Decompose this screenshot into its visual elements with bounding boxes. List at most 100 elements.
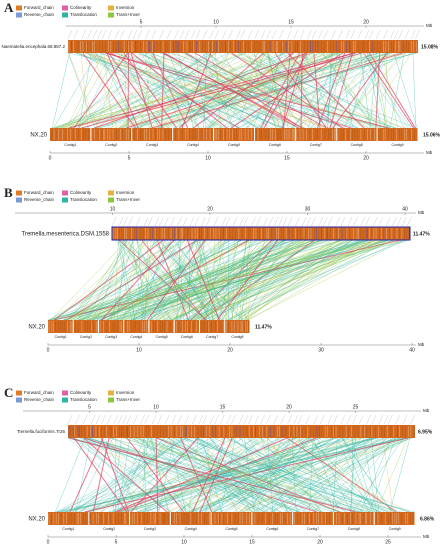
synteny-link: [62, 437, 407, 513]
marker-tick: [75, 414, 80, 425]
synteny-link: [119, 437, 150, 513]
marker-tick: [92, 29, 98, 40]
synteny-link: [129, 437, 368, 513]
axis-unit: Mb: [426, 150, 433, 155]
synteny-link: [260, 437, 322, 513]
synteny-link: [186, 239, 220, 321]
synteny-link: [190, 437, 234, 513]
marker-tick: [170, 216, 175, 227]
synteny-link: [66, 52, 307, 129]
synteny-link: [178, 52, 194, 129]
synteny-link: [81, 437, 154, 513]
marker-tick: [305, 414, 310, 425]
legend-label: Colinearity: [70, 190, 92, 195]
marker-tick: [318, 29, 323, 40]
marker-tick: [345, 29, 350, 40]
synteny-link: [314, 52, 388, 129]
marker-tick: [201, 216, 206, 227]
genome-name: Tremella.mesenterica.DSM.1558: [22, 232, 110, 238]
synteny-link: [325, 52, 338, 129]
marker-tick: [365, 216, 370, 227]
synteny-link: [69, 52, 356, 129]
marker-tick: [118, 216, 124, 227]
synteny-link: [167, 437, 306, 513]
marker-tick: [287, 216, 293, 227]
synteny-link: [360, 52, 371, 129]
synteny-link: [75, 437, 166, 513]
marker-tick: [293, 29, 298, 40]
synteny-link: [251, 52, 358, 129]
synteny-link: [260, 52, 392, 129]
synteny-link: [382, 52, 399, 129]
synteny-link: [105, 239, 377, 321]
legend-label: Forward_chain: [24, 390, 54, 395]
marker-tick: [225, 216, 231, 227]
marker-tick: [364, 29, 370, 40]
marker-tick: [136, 216, 141, 227]
synteny-link: [267, 52, 284, 129]
synteny-link: [191, 239, 240, 321]
synteny-link: [367, 52, 405, 129]
synteny-link: [119, 239, 223, 321]
legend-swatch: [16, 390, 22, 396]
synteny-link: [199, 437, 233, 513]
axis-tick-label: 30: [318, 347, 324, 353]
legend-swatch: [16, 12, 22, 18]
axis-tick-label: 5: [128, 155, 131, 161]
marker-tick: [357, 29, 362, 40]
synteny-link: [90, 437, 183, 513]
marker-tick: [133, 414, 138, 425]
marker-tick: [198, 414, 203, 425]
contig-label: Contig7: [310, 143, 322, 147]
marker-tick: [302, 216, 307, 227]
contig-label: Contig3: [144, 527, 156, 531]
marker-tick: [148, 216, 153, 227]
synteny-link: [230, 52, 343, 129]
synteny-link: [166, 437, 389, 513]
axis-tick-label: 10: [205, 155, 211, 161]
synteny-link: [248, 239, 252, 321]
marker-tick: [395, 414, 400, 425]
marker-tick: [268, 216, 273, 227]
synteny-link: [198, 437, 373, 513]
marker-tick: [164, 216, 169, 227]
marker-tick: [295, 216, 300, 227]
marker-tick: [386, 216, 391, 227]
synteny-link: [211, 52, 267, 129]
legend-swatch: [108, 12, 114, 18]
synteny-link: [205, 437, 312, 513]
synteny-link: [234, 239, 375, 321]
synteny-link: [359, 52, 412, 129]
marker-tick: [73, 29, 78, 40]
synteny-link: [246, 239, 306, 321]
synteny-link: [165, 437, 225, 513]
synteny-link: [126, 437, 184, 513]
marker-tick: [171, 414, 176, 425]
axis-tick-label: 15: [288, 19, 294, 25]
synteny-link: [118, 239, 345, 321]
marker-tick: [151, 29, 157, 40]
marker-tick: [411, 29, 416, 40]
marker-tick: [189, 216, 194, 227]
synteny-link: [307, 52, 338, 129]
legend-label: Reverse_chain: [24, 197, 55, 202]
synteny-link: [117, 52, 170, 129]
synteny-link: [205, 437, 226, 513]
synteny-link: [138, 437, 280, 513]
synteny-link: [305, 437, 395, 513]
synteny-link: [382, 437, 394, 513]
contig-label: Contig3: [105, 335, 117, 339]
synteny-link: [53, 52, 98, 129]
synteny-link: [122, 437, 377, 513]
synteny-link: [89, 239, 242, 321]
synteny-link: [60, 52, 176, 129]
synteny-link: [292, 437, 393, 513]
synteny-link: [300, 52, 303, 129]
axis-tick-label: 0: [47, 539, 50, 545]
synteny-link: [274, 52, 327, 129]
synteny-link: [192, 52, 314, 129]
marker-tick: [287, 414, 292, 425]
synteny-link: [130, 52, 153, 129]
synteny-link: [101, 437, 130, 513]
